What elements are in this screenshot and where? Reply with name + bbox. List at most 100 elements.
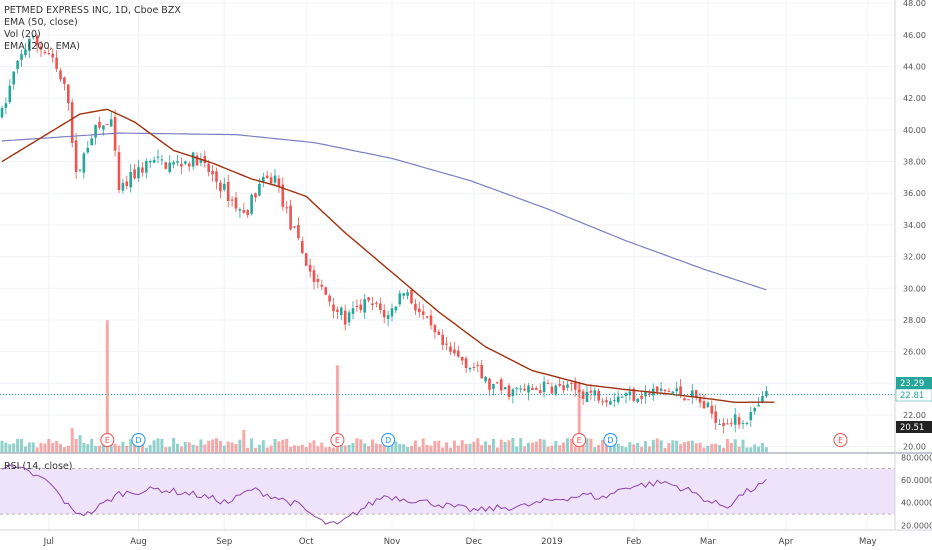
candle [476, 364, 480, 366]
candle [160, 159, 164, 161]
volume-bar [218, 440, 222, 453]
candle [667, 391, 671, 393]
candle [226, 181, 230, 201]
volume-bar [417, 446, 421, 453]
candle [320, 284, 324, 287]
time-tick-label: Apr [779, 537, 794, 547]
candle [359, 304, 363, 311]
candle [207, 163, 210, 172]
volume-bar [624, 447, 628, 453]
candle [589, 390, 593, 393]
ema50-legend[interactable]: EMA (50, close) [4, 17, 78, 28]
volume-bar [733, 439, 737, 453]
volume-bar [495, 447, 499, 453]
candle [515, 388, 519, 390]
candle [148, 160, 152, 163]
volume-bar [35, 447, 39, 453]
price-tick-label: 48.00 [903, 0, 926, 8]
candle [496, 382, 499, 384]
volume-bar [546, 446, 550, 453]
volume-bar [550, 445, 554, 453]
candle [702, 401, 706, 409]
rsi-axis[interactable]: 80.0000 60.0000 40.0000 20.0000 [901, 453, 932, 530]
candle [562, 385, 565, 391]
earnings-marker [833, 433, 848, 447]
price-axis[interactable]: 48.00 46.00 44.00 42.00 40.00 38.00 36.00 34.00… [903, 0, 926, 452]
volume-bar [265, 447, 269, 453]
volume-bar [702, 447, 706, 453]
candle [145, 161, 148, 173]
volume-bar [433, 441, 437, 453]
candle [156, 156, 160, 158]
volume-bar [655, 438, 659, 453]
volume-bar [269, 445, 273, 453]
candle [152, 159, 156, 163]
volume-bar [164, 447, 168, 453]
price-tick-label: 34.00 [903, 221, 926, 230]
dividend-marker [381, 433, 396, 447]
volume-bar [335, 365, 339, 453]
event-markers[interactable]: E E E ED D D [100, 433, 848, 447]
candle [765, 391, 768, 397]
candle [445, 343, 448, 345]
volume-bar [503, 441, 507, 453]
earnings-marker [330, 433, 345, 447]
candle [281, 184, 285, 207]
candle [20, 54, 23, 60]
volume-bar [488, 444, 491, 453]
candle [141, 167, 144, 173]
volume-bar [530, 442, 534, 453]
volume-bar [289, 446, 293, 453]
volume-bar [569, 438, 573, 453]
volume-bar [484, 441, 488, 453]
earnings-marker-label: E [577, 436, 582, 445]
volume-bar [347, 445, 351, 453]
volume-bar [113, 443, 117, 453]
volume-bar [285, 438, 289, 453]
rsi-tick-label: 80.0000 [901, 453, 932, 462]
candle [31, 35, 35, 38]
time-tick-label: 2019 [541, 537, 563, 547]
volume-bar [179, 446, 183, 453]
dividend-marker-label: D [607, 436, 613, 445]
candle [558, 383, 561, 386]
candle [691, 390, 694, 397]
volume-bar [566, 438, 569, 453]
ema200-legend[interactable]: EMA (200, EMA) [4, 41, 80, 52]
candle [312, 270, 316, 282]
symbol-title[interactable]: PETMED EXPRESS INC, 1D, Cboe BZX [4, 5, 181, 16]
volume-bar [371, 439, 374, 453]
volume-bar [722, 447, 725, 453]
volume-bar [39, 442, 43, 453]
volume-bar [593, 447, 597, 453]
volume-bar [527, 442, 530, 453]
candle [687, 399, 690, 401]
time-tick-label: Nov [384, 537, 401, 547]
volume-bar [129, 439, 133, 453]
candle [168, 162, 171, 172]
candle [172, 162, 175, 165]
candle [164, 162, 168, 169]
volume-bar [277, 441, 281, 453]
candle [730, 423, 733, 425]
volume-legend[interactable]: Vol (20) [4, 29, 41, 40]
candle [620, 396, 624, 398]
volume-bar [312, 440, 316, 453]
volume-bar [729, 442, 733, 453]
volume-bar [62, 447, 66, 453]
candle [468, 367, 472, 370]
volume-bar [20, 438, 23, 453]
volume-bar [554, 440, 558, 453]
volume-bar [246, 447, 250, 453]
candle [714, 411, 717, 423]
volume-bar [339, 443, 343, 453]
rsi-legend-label[interactable]: RSI (14, close) [4, 461, 73, 472]
volume-bar [199, 439, 203, 453]
candle [254, 193, 257, 198]
volume-bar [425, 444, 429, 453]
volume-bar [406, 447, 410, 453]
time-axis[interactable]: Jul Aug Sep Oct Nov Dec 2019 Feb Mar Apr May [43, 537, 877, 547]
candle [425, 316, 429, 318]
candle [698, 397, 702, 403]
